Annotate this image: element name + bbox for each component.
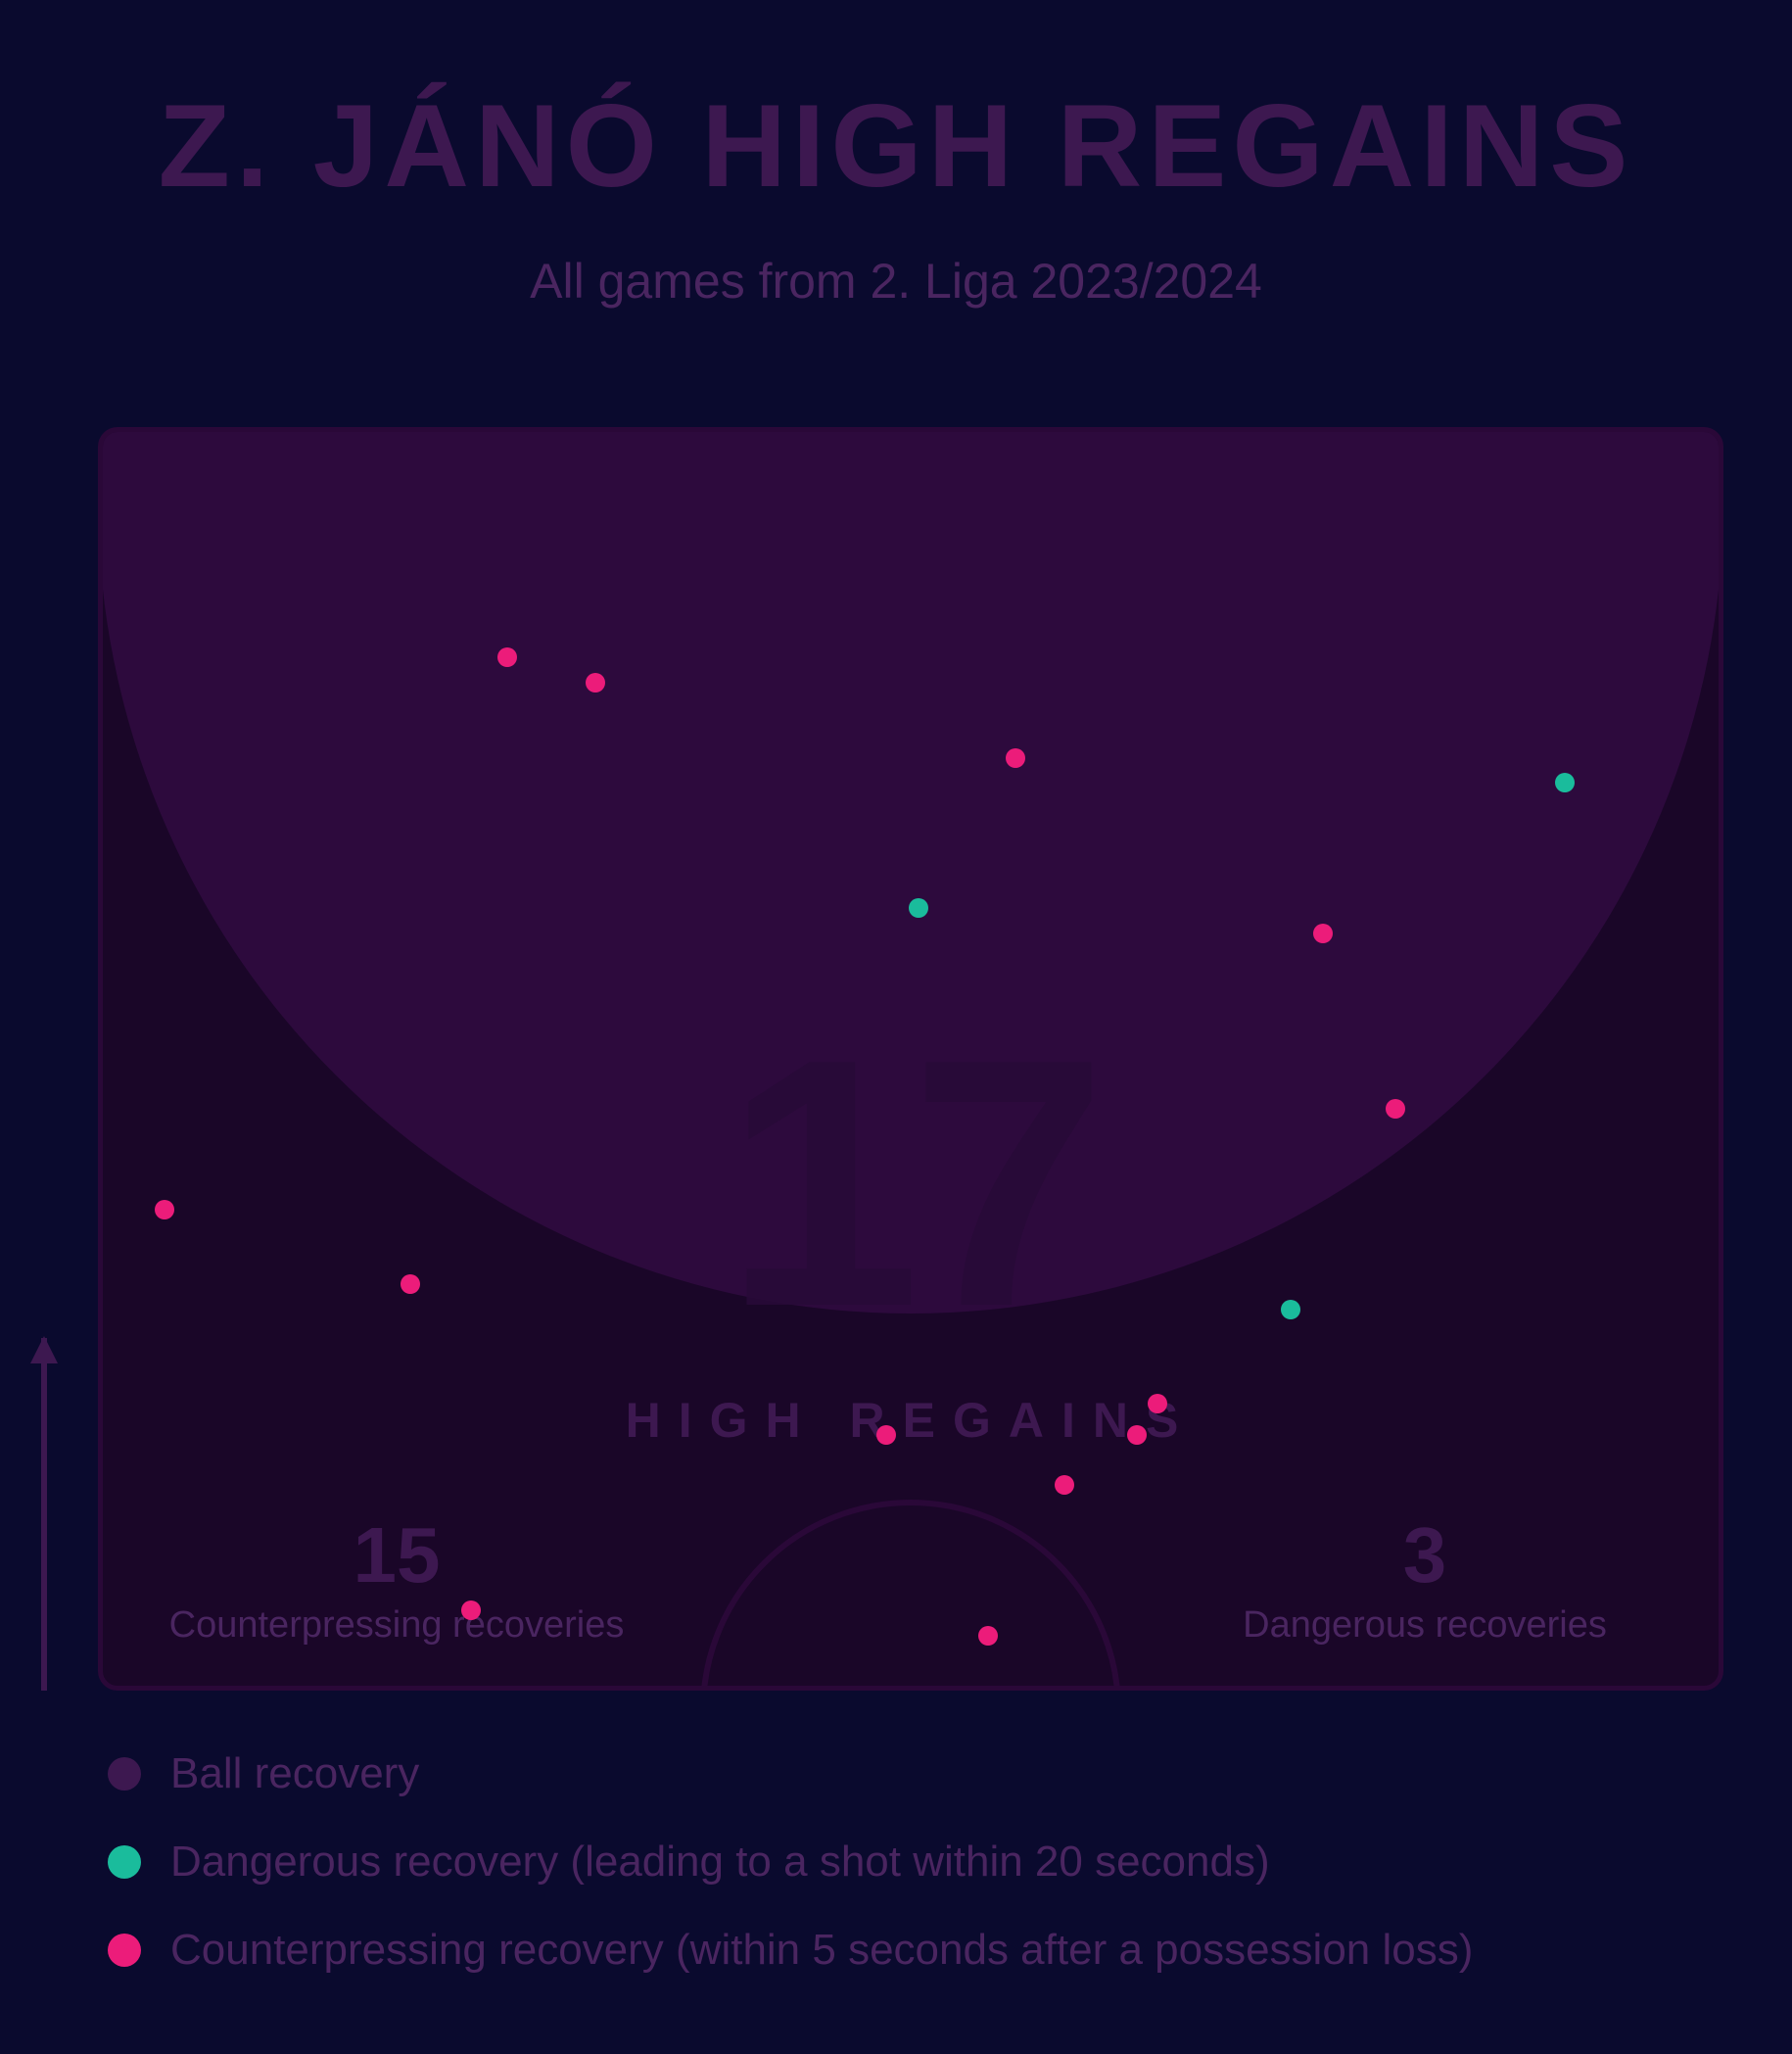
dangerous-recovery-icon bbox=[108, 1845, 141, 1879]
stat-dangerous: 3 Dangerous recoveries bbox=[1170, 1510, 1679, 1647]
pitch-area: 17 HIGH REGAINS 15 Counterpressing recov… bbox=[59, 427, 1733, 1691]
counterpressing-recovery-point bbox=[586, 673, 605, 693]
dangerous-recovery-point bbox=[909, 898, 928, 918]
dangerous-recovery-point bbox=[1281, 1300, 1300, 1319]
page-title: Z. JÁNÓ HIGH REGAINS bbox=[59, 78, 1733, 214]
big-number: 17 bbox=[725, 980, 1097, 1386]
counterpressing-recovery-point bbox=[1148, 1394, 1167, 1413]
counterpressing-recovery-point bbox=[155, 1200, 174, 1219]
counterpressing-recovery-point bbox=[497, 647, 517, 667]
legend-label-counterpressing: Counterpressing recovery (within 5 secon… bbox=[170, 1926, 1473, 1975]
stat-dangerous-value: 3 bbox=[1170, 1510, 1679, 1600]
counterpressing-recovery-point bbox=[1006, 748, 1025, 768]
mid-label: HIGH REGAINS bbox=[626, 1392, 1197, 1449]
legend: Ball recovery Dangerous recovery (leadin… bbox=[108, 1749, 1733, 1975]
pitch: 17 HIGH REGAINS 15 Counterpressing recov… bbox=[98, 427, 1723, 1691]
stat-counterpressing-label: Counterpressing recoveries bbox=[142, 1604, 651, 1647]
pitch-d-arc bbox=[700, 1500, 1121, 1691]
stat-counterpressing-value: 15 bbox=[142, 1510, 651, 1600]
counterpressing-recovery-point bbox=[1127, 1425, 1147, 1445]
counterpressing-recovery-icon bbox=[108, 1934, 141, 1967]
counterpressing-recovery-point bbox=[461, 1600, 481, 1620]
direction-arrow bbox=[20, 427, 69, 1691]
counterpressing-recovery-point bbox=[1313, 924, 1333, 943]
stat-dangerous-label: Dangerous recoveries bbox=[1170, 1604, 1679, 1647]
page-subtitle: All games from 2. Liga 2023/2024 bbox=[59, 253, 1733, 310]
legend-label-dangerous: Dangerous recovery (leading to a shot wi… bbox=[170, 1838, 1270, 1887]
ball-recovery-icon bbox=[108, 1757, 141, 1791]
legend-label-ball: Ball recovery bbox=[170, 1749, 419, 1798]
counterpressing-recovery-point bbox=[401, 1274, 420, 1294]
counterpressing-recovery-point bbox=[876, 1425, 896, 1445]
legend-item-counterpressing: Counterpressing recovery (within 5 secon… bbox=[108, 1926, 1733, 1975]
legend-item-ball: Ball recovery bbox=[108, 1749, 1733, 1798]
stat-counterpressing: 15 Counterpressing recoveries bbox=[142, 1510, 651, 1647]
counterpressing-recovery-point bbox=[978, 1626, 998, 1646]
dangerous-recovery-point bbox=[1555, 773, 1575, 792]
counterpressing-recovery-point bbox=[1055, 1475, 1074, 1495]
counterpressing-recovery-point bbox=[1386, 1099, 1405, 1119]
legend-item-dangerous: Dangerous recovery (leading to a shot wi… bbox=[108, 1838, 1733, 1887]
